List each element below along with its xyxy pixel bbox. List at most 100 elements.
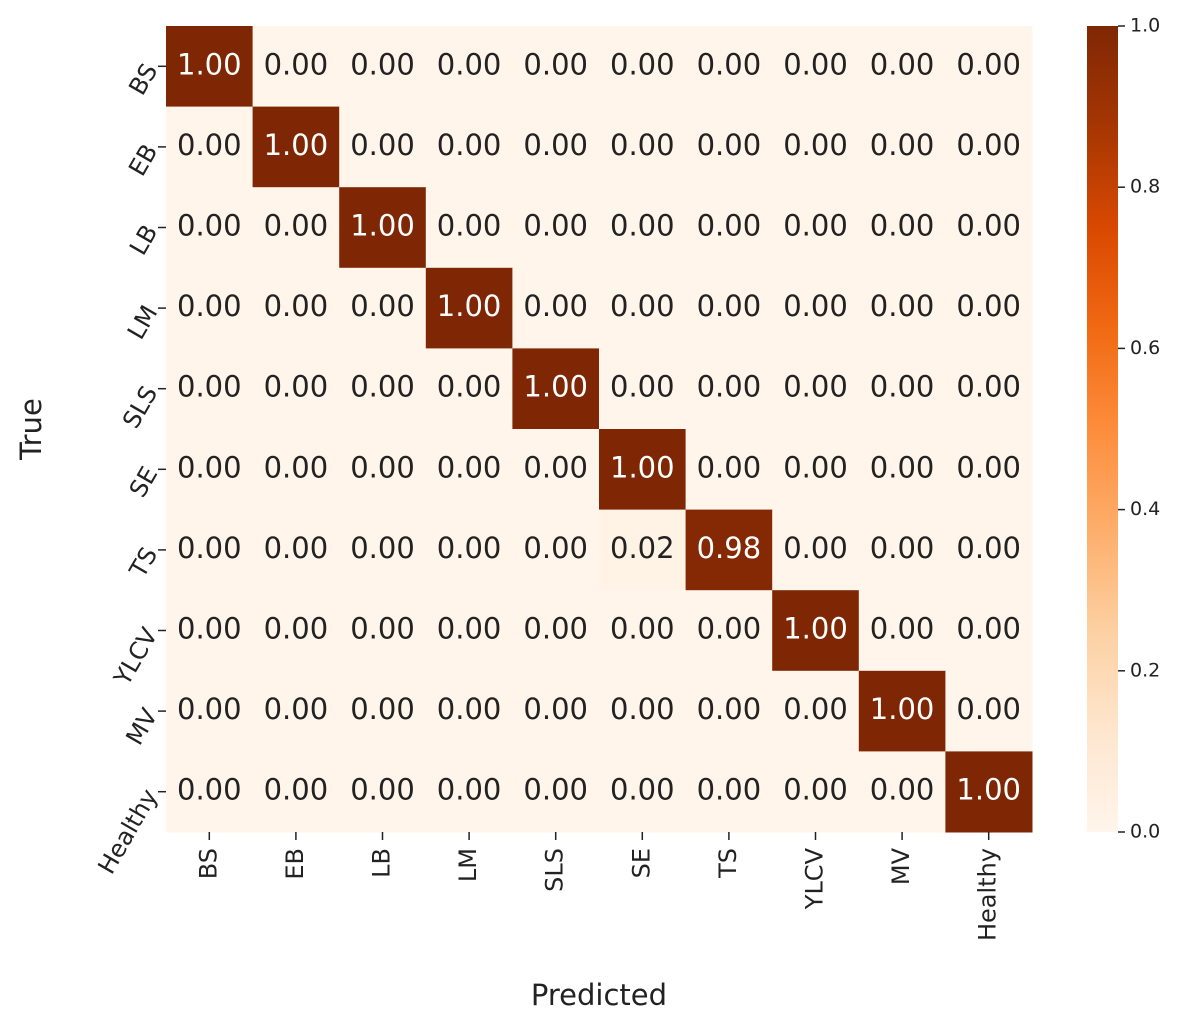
heatmap-cell [512,590,600,672]
heatmap-cell [858,751,946,833]
heatmap-cell [425,267,513,349]
cell-label: 0.00 [610,612,675,646]
heatmap-cell [858,670,946,752]
cell-label: 0.00 [350,531,415,565]
cell-label: 0.00 [264,289,329,323]
cell-label: 0.00 [177,531,242,565]
cell-label: 0.00 [870,612,935,646]
heatmap-cell [945,106,1033,188]
heatmap-cell [685,348,773,430]
heatmap-cell [512,751,600,833]
heatmap-cell [858,429,946,511]
heatmap-cell [339,267,427,349]
heatmap-cell [772,429,860,511]
cell-label: 0.00 [523,612,588,646]
cell-label: 1.00 [610,450,675,484]
cell-label: 0.00 [610,773,675,807]
heatmap-cell [512,509,600,591]
heatmap-cell [166,106,254,188]
cell-label: 0.00 [523,128,588,162]
heatmap-cell [339,106,427,188]
cell-label: 0.00 [956,128,1021,162]
cell-label: 0.00 [870,289,935,323]
cell-label: 0.00 [523,450,588,484]
heatmap-cell [599,26,687,108]
heatmap-cell [252,348,340,430]
colorbar-tick-label: 0.2 [1130,659,1160,681]
heatmap-cell [166,26,254,108]
heatmap-cell [425,670,513,752]
y-tick-label: EB [123,139,163,180]
cell-label: 0.00 [523,773,588,807]
cell-label: 0.00 [697,692,762,726]
heatmap-cell [512,348,600,430]
heatmap-cell [599,106,687,188]
cell-label: 0.00 [783,450,848,484]
cell-label: 0.00 [437,612,502,646]
x-tick-label: LB [368,848,396,878]
heatmap-cell [945,590,1033,672]
heatmap-cell [425,751,513,833]
heatmap-cell [945,26,1033,108]
colorbar-tick-label: 0.4 [1130,498,1160,520]
cell-label: 0.00 [350,47,415,81]
colorbar-tick-label: 0.8 [1130,176,1160,198]
heatmap-cell [425,429,513,511]
cell-label: 1.00 [523,370,588,404]
cell-label: 0.00 [697,209,762,243]
heatmap-cell [772,267,860,349]
heatmap-cell [772,751,860,833]
cell-label: 0.00 [697,370,762,404]
heatmap-cell [772,187,860,269]
cell-label: 0.00 [610,289,675,323]
x-tick-label: YLCV [801,847,829,910]
cell-label: 0.00 [264,450,329,484]
cell-label: 0.00 [264,209,329,243]
cell-label: 0.00 [956,531,1021,565]
heatmap-cell [685,26,773,108]
heatmap-cell [425,26,513,108]
heatmap-cell [339,26,427,108]
heatmap-cell [858,348,946,430]
cell-label: 0.00 [523,209,588,243]
y-tick-label: YLCV [108,623,164,691]
cell-label: 0.00 [870,128,935,162]
heatmap-cell [339,509,427,591]
heatmap-cell [772,509,860,591]
cell-label: 0.00 [264,692,329,726]
heatmap-cell [166,429,254,511]
cell-label: 1.00 [437,289,502,323]
heatmap-cell [858,509,946,591]
cell-label: 0.00 [523,692,588,726]
cell-label: 0.00 [264,773,329,807]
heatmap-cell [252,267,340,349]
cell-label: 0.00 [870,773,935,807]
cell-label: 0.00 [610,370,675,404]
cell-label: 0.00 [956,612,1021,646]
x-tick-label: MV [887,847,915,885]
heatmap-cell [252,509,340,591]
cell-label: 1.00 [956,773,1021,807]
cell-label: 0.00 [956,209,1021,243]
cell-label: 0.00 [783,209,848,243]
heatmap-cell [599,187,687,269]
x-tick-label: SE [627,848,655,878]
heatmap-cell [685,509,773,591]
heatmap-cell [425,187,513,269]
cell-label: 0.00 [697,47,762,81]
heatmap-cell [858,106,946,188]
heatmap-cell [685,187,773,269]
heatmap-cell [425,106,513,188]
heatmap-cell [772,670,860,752]
heatmap-cell [772,106,860,188]
cell-label: 0.00 [783,47,848,81]
heatmap-cell [599,751,687,833]
cell-label: 0.00 [437,692,502,726]
cell-label: 1.00 [783,612,848,646]
heatmap-cell [252,670,340,752]
heatmap-cell [685,106,773,188]
heatmap-cell [599,509,687,591]
heatmap-cell [512,267,600,349]
cell-label: 0.00 [697,289,762,323]
